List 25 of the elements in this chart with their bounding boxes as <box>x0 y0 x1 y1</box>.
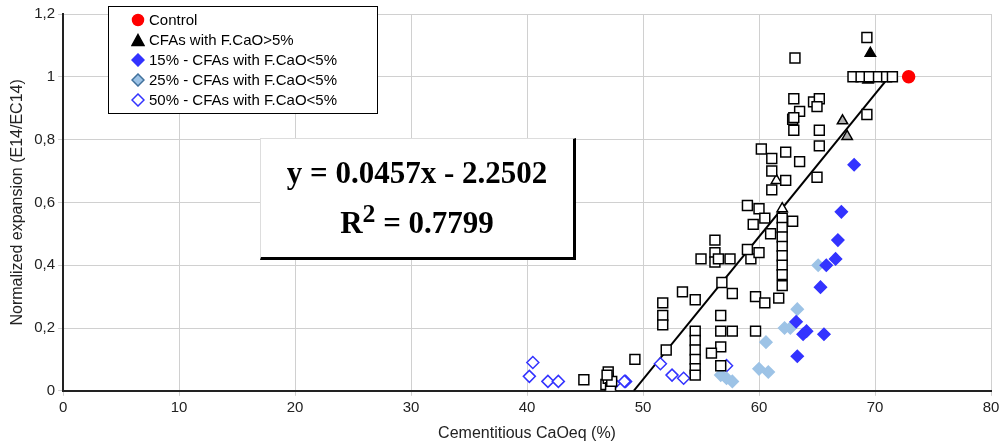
x-tick-label: 40 <box>518 397 536 415</box>
x-tick-label: 70 <box>866 397 884 415</box>
x-tick-label: 50 <box>634 397 652 415</box>
legend-label: 15% - CFAs with F.CaO<5% <box>149 50 337 70</box>
x-tick-label: 10 <box>170 397 188 415</box>
legend-label: 50% - CFAs with F.CaO<5% <box>149 90 337 110</box>
annotation: y = 0.0457x - 2.2502 <box>285 154 549 191</box>
y-tick-label: 1 <box>46 66 56 84</box>
x-tick-label: 30 <box>402 397 420 415</box>
x-tick-label: 60 <box>750 397 768 415</box>
legend-label: CFAs with F.CaO>5% <box>149 30 294 50</box>
legend-label: Control <box>149 10 198 30</box>
x-tick-label: 80 <box>982 397 1000 415</box>
y-tick-label: 0,2 <box>34 318 56 336</box>
x-axis-title: Cementitious CaOeq (%) <box>438 423 616 441</box>
y-tick-label: 0,8 <box>34 129 56 147</box>
y-tick-label: 0,6 <box>34 192 56 210</box>
x-tick-label: 20 <box>286 397 304 415</box>
y-tick-label: 0 <box>46 380 56 398</box>
y-tick-label: 0,4 <box>34 255 56 273</box>
y-axis-title: Normalized expansion (E14/EC14) <box>8 79 26 326</box>
y-tick-label: 1,2 <box>34 4 56 22</box>
annotation: R$^{2}$ = 0.7799 <box>339 198 495 242</box>
legend-label: 25% - CFAs with F.CaO<5% <box>149 70 337 90</box>
x-tick-label: 0 <box>58 397 68 415</box>
